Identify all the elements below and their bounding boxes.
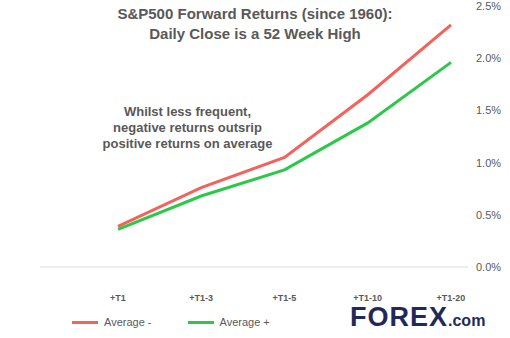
svg-text:+T1-5: +T1-5 xyxy=(273,293,297,303)
html-text:positive returns on average: positive returns on average xyxy=(102,136,273,151)
svg-text:1.5%: 1.5% xyxy=(476,104,501,116)
html-text:FOREX.com: FOREX.com xyxy=(350,302,486,332)
html-text:Daily Close is a 52 Week High: Daily Close is a 52 Week High xyxy=(149,25,361,42)
html-text:S&P500 Forward Returns (since: S&P500 Forward Returns (since 1960): xyxy=(117,5,393,22)
svg-text:1.0%: 1.0% xyxy=(476,157,501,169)
html-text:Average -: Average - xyxy=(104,316,152,328)
svg-text:0.5%: 0.5% xyxy=(476,209,501,221)
html-text:Average +: Average + xyxy=(219,316,270,328)
html-text:Whilst less frequent,: Whilst less frequent, xyxy=(123,104,252,119)
svg-text:+T1: +T1 xyxy=(110,293,126,303)
html-text:negative returns outsrip: negative returns outsrip xyxy=(113,120,262,135)
svg-text:+T1-3: +T1-3 xyxy=(189,293,213,303)
svg-text:0.0%: 0.0% xyxy=(476,261,501,273)
svg-text:+T1-10: +T1-10 xyxy=(353,293,382,303)
svg-text:2.5%: 2.5% xyxy=(476,0,501,12)
svg-text:2.0%: 2.0% xyxy=(476,52,501,64)
svg-text:+T1-20: +T1-20 xyxy=(437,293,466,303)
